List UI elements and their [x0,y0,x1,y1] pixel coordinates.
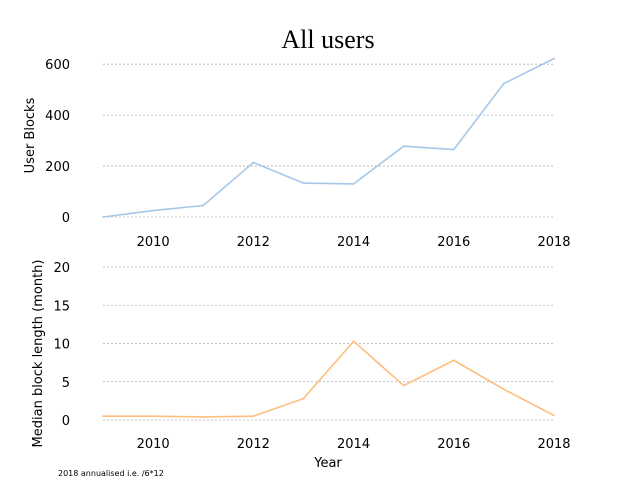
y-tick-label: 200 [45,160,70,175]
data-point [152,209,155,212]
chart-title: All users [281,25,374,54]
data-point [352,340,355,343]
series-line [102,57,555,218]
data-point [302,397,305,400]
x-tick-label: 2016 [437,235,470,250]
data-point [402,145,405,148]
data-point [202,204,205,207]
data-point [452,148,455,151]
x-axis-label: Year [313,456,342,471]
y-axis-label: Median block length (month) [31,260,46,448]
data-point [553,57,555,60]
data-point [152,415,155,418]
x-tick-label: 2014 [337,437,370,452]
y-tick-label: 400 [45,109,70,124]
y-tick-label: 0 [62,211,70,226]
data-point [502,388,505,391]
x-tick-label: 2010 [137,437,170,452]
y-tick-label: 20 [53,261,70,276]
y-tick-label: 15 [53,299,70,314]
y-axis-label: User Blocks [23,97,38,173]
y-tick-label: 0 [62,414,70,429]
data-point [102,216,104,218]
x-tick-label: 2014 [337,235,370,250]
data-point [402,384,405,387]
data-point [302,182,305,185]
data-point [452,359,455,362]
series-line [103,340,555,418]
data-point [252,161,255,164]
data-point [352,182,355,185]
data-point [102,415,104,418]
x-tick-label: 2012 [237,437,270,452]
bottom-panel: 0 5 10 15 20 2010 2012 2014 2016 2018 Median block… [31,260,571,452]
footnote: 2018 annualised i.e. /6*12 [58,469,164,478]
x-tick-label: 2016 [437,437,470,452]
y-tick-label: 600 [45,58,70,73]
x-tick-label: 2018 [537,437,570,452]
x-tick-label: 2012 [237,235,270,250]
x-tick-label: 2018 [537,235,570,250]
y-tick-label: 5 [62,376,70,391]
y-tick-label: 10 [53,338,70,353]
top-panel: 0 200 400 600 2010 2012 2014 2016 2018 User Block… [23,57,571,250]
data-point [202,416,205,418]
data-point [252,415,255,418]
data-point [553,414,555,417]
x-tick-label: 2010 [137,235,170,250]
data-point [502,82,505,85]
